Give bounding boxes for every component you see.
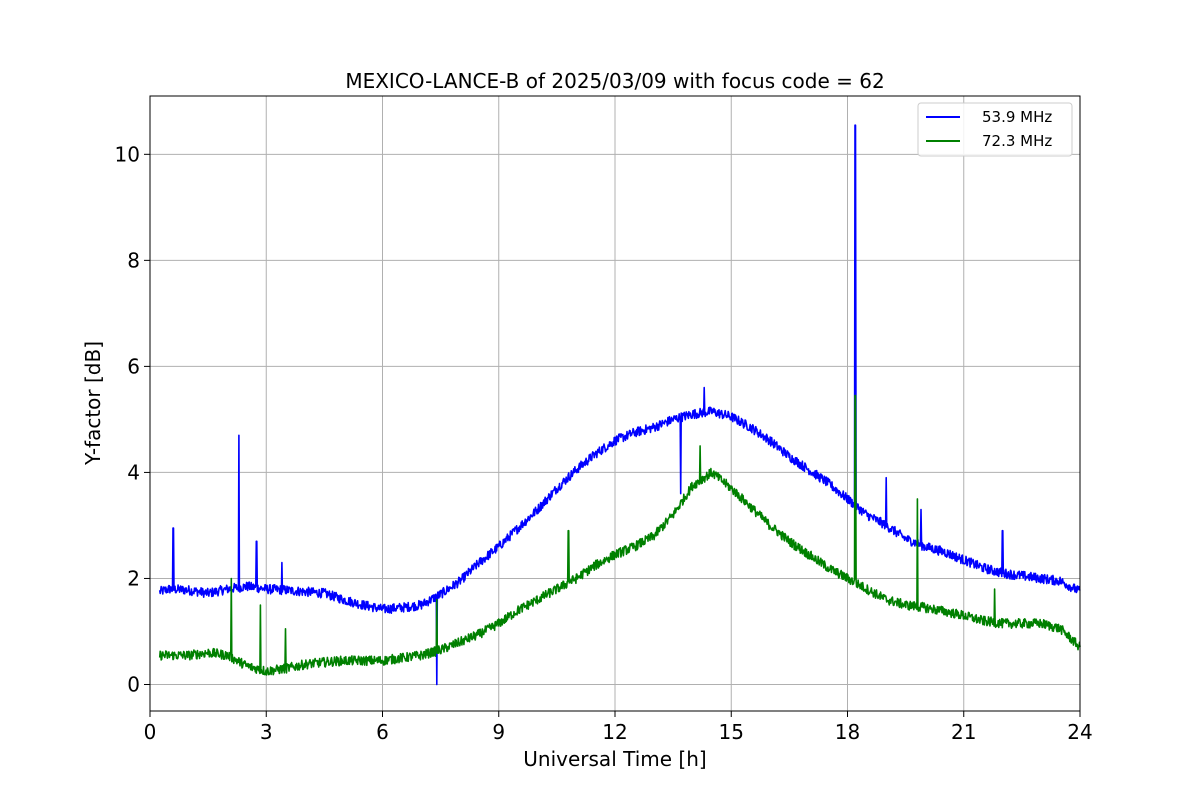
y-tick-label: 10 xyxy=(115,142,140,166)
y-tick-label: 2 xyxy=(127,566,140,590)
legend-label-53-9: 53.9 MHz xyxy=(982,108,1052,126)
x-axis-label: Universal Time [h] xyxy=(523,747,706,771)
y-axis-label: Y-factor [dB] xyxy=(81,341,105,466)
y-tick-label: 8 xyxy=(127,248,140,272)
x-tick-label: 24 xyxy=(1067,720,1092,744)
x-tick-label: 15 xyxy=(719,720,744,744)
series-line-0 xyxy=(158,124,1081,686)
legend-label-72-3: 72.3 MHz xyxy=(982,132,1052,150)
y-tick-label: 4 xyxy=(127,460,140,484)
x-tick-label: 9 xyxy=(492,720,505,744)
plot-area xyxy=(158,124,1081,686)
x-tick-label: 12 xyxy=(602,720,627,744)
x-tick-label: 21 xyxy=(951,720,976,744)
legend: 53.9 MHz 72.3 MHz xyxy=(917,102,1073,157)
x-tick-label: 6 xyxy=(376,720,389,744)
grid xyxy=(149,96,1081,711)
x-tick-label: 3 xyxy=(260,720,273,744)
chart-title: MEXICO-LANCE-B of 2025/03/09 with focus … xyxy=(345,69,884,93)
series-line-1 xyxy=(158,394,1081,676)
x-tick-label: 18 xyxy=(835,720,860,744)
y-tick-label: 0 xyxy=(127,672,140,696)
y-tick-label: 6 xyxy=(127,354,140,378)
x-tick-label: 0 xyxy=(144,720,157,744)
